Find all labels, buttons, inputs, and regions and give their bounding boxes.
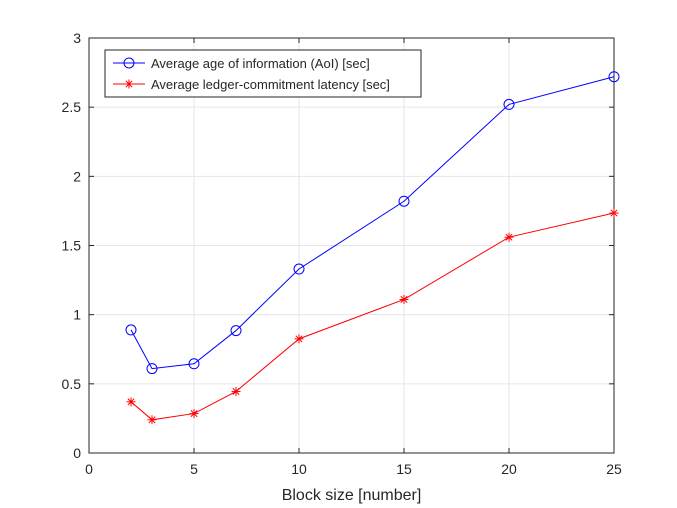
circle-marker xyxy=(398,195,410,207)
asterisk-marker xyxy=(399,294,409,304)
legend-label: Average ledger-commitment latency [sec] xyxy=(151,77,390,92)
x-axis-tick-labels: 0 5 10 15 20 25 xyxy=(85,461,622,477)
legend: Average age of information (AoI) [sec] Av… xyxy=(104,49,422,98)
y-axis-tick-labels: 0 0.5 1 1.5 2 2.5 3 xyxy=(62,30,82,461)
series-line xyxy=(130,76,615,370)
axis-ticks xyxy=(88,37,615,454)
circle-marker xyxy=(503,98,515,110)
series-latency xyxy=(126,208,619,425)
circle-marker xyxy=(188,358,200,370)
asterisk-marker xyxy=(609,208,619,218)
asterisk-marker xyxy=(126,397,136,407)
asterisk-marker xyxy=(124,79,134,89)
legend-box xyxy=(104,49,422,98)
x-tick-label: 10 xyxy=(291,461,307,477)
asterisk-marker xyxy=(147,415,157,425)
legend-item: Average age of information (AoI) [sec] xyxy=(113,56,370,71)
x-tick-label: 25 xyxy=(606,461,622,477)
asterisk-marker xyxy=(294,334,304,344)
circle-marker xyxy=(125,324,137,336)
legend-item: Average ledger-commitment latency [sec] xyxy=(113,77,390,92)
y-tick-label: 0 xyxy=(73,445,81,461)
series-aoi xyxy=(125,71,620,375)
y-tick-label: 3 xyxy=(73,30,81,46)
series-group xyxy=(125,71,620,425)
x-tick-label: 0 xyxy=(85,461,93,477)
y-tick-label: 2 xyxy=(73,168,81,184)
x-tick-label: 5 xyxy=(190,461,198,477)
x-axis-label: Block size [number] xyxy=(282,487,422,504)
circle-marker xyxy=(230,325,242,337)
legend-label: Average age of information (AoI) [sec] xyxy=(151,56,370,71)
y-tick-label: 0.5 xyxy=(62,376,82,392)
y-tick-label: 1 xyxy=(73,307,81,323)
asterisk-marker xyxy=(231,386,241,396)
y-tick-label: 2.5 xyxy=(62,99,82,115)
circle-marker xyxy=(608,71,620,83)
x-tick-label: 15 xyxy=(396,461,412,477)
asterisk-marker xyxy=(189,409,199,419)
circle-marker xyxy=(293,263,305,275)
circle-marker xyxy=(146,363,158,375)
y-tick-label: 1.5 xyxy=(62,238,82,254)
x-tick-label: 20 xyxy=(501,461,517,477)
grid xyxy=(89,38,614,453)
series-line xyxy=(130,212,615,421)
asterisk-marker xyxy=(504,232,514,242)
circle-marker xyxy=(123,57,135,69)
